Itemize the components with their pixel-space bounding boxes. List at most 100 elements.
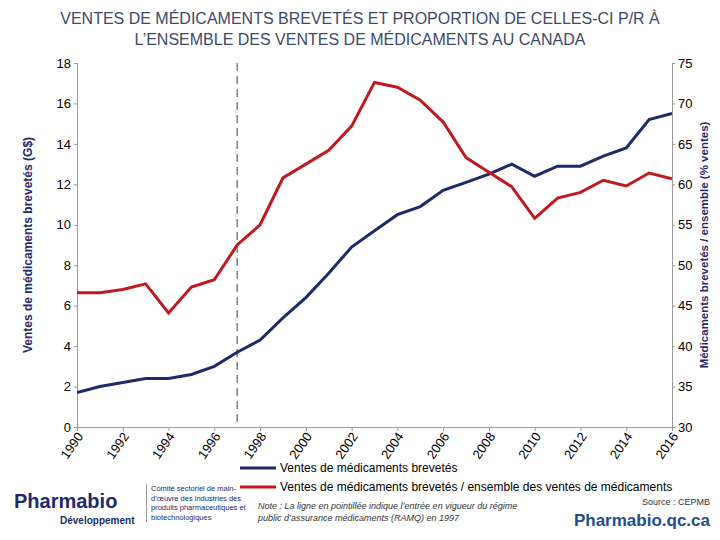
tick-mark xyxy=(443,427,444,431)
tick-mark xyxy=(672,427,675,428)
series-line xyxy=(77,114,672,393)
tick-label: 14 xyxy=(57,137,71,152)
source: Source : CEPMB xyxy=(642,497,710,507)
tick-label: 1996 xyxy=(195,429,224,461)
tick-label: 2004 xyxy=(378,429,407,461)
tick-label: 60 xyxy=(678,177,692,192)
tick-label: 30 xyxy=(678,420,692,435)
tick-mark xyxy=(169,427,170,431)
y-axis: 024681012141618 xyxy=(57,56,78,435)
tick: 30 xyxy=(672,420,692,435)
tick-mark xyxy=(74,346,77,347)
tick: 14 xyxy=(57,137,77,152)
tick-mark xyxy=(672,387,675,388)
tick-label: 1998 xyxy=(241,429,270,461)
tick: 2012 xyxy=(561,427,590,462)
tick: 2006 xyxy=(424,427,453,462)
tick: 1996 xyxy=(195,427,224,462)
tick-label: 2002 xyxy=(332,429,361,461)
tick: 16 xyxy=(57,96,77,111)
tick-mark xyxy=(306,427,307,431)
plot-area xyxy=(77,63,672,427)
tick: 1994 xyxy=(149,427,178,462)
tick-label: 35 xyxy=(678,379,692,394)
tick-mark xyxy=(489,427,490,431)
tick: 1992 xyxy=(103,427,132,462)
tick: 2004 xyxy=(378,427,407,462)
tick: 1990 xyxy=(57,427,86,462)
tick-mark xyxy=(74,387,77,388)
tick-mark xyxy=(74,63,77,64)
tick-label: 4 xyxy=(64,339,71,354)
tick-label: 2 xyxy=(64,379,71,394)
tick: 2 xyxy=(64,379,77,394)
tick-label: 8 xyxy=(64,258,71,273)
tick: 2000 xyxy=(286,427,315,462)
tick-mark xyxy=(672,144,675,145)
tick-mark xyxy=(672,184,675,185)
tick: 8 xyxy=(64,258,77,273)
tick-label: 2000 xyxy=(286,429,315,461)
tick-label: 12 xyxy=(57,177,71,192)
axis-line xyxy=(74,64,78,428)
tick: 1998 xyxy=(241,427,270,462)
legend-item: Ventes de médicaments brevetés / ensembl… xyxy=(240,480,672,494)
tick: 0 xyxy=(64,420,77,435)
brand-logo: Pharmabio xyxy=(14,490,117,512)
legend: Ventes de médicaments brevetés Ventes de … xyxy=(240,461,672,494)
y2-axis: 30 35 40 45 50 55 60 65 70 75 xyxy=(672,56,692,435)
tick-label: 65 xyxy=(678,137,692,152)
tick: 2010 xyxy=(515,427,544,462)
tick: 2014 xyxy=(607,427,636,462)
tick: 60 xyxy=(672,177,692,192)
tick: 2016 xyxy=(652,427,681,462)
tick-label: 2006 xyxy=(424,429,453,461)
tick-mark xyxy=(672,306,675,307)
tick-mark xyxy=(672,225,675,226)
tick-mark xyxy=(535,427,536,431)
chart: 1990199219941996199820002002200420062008… xyxy=(0,0,720,540)
tick: 35 xyxy=(672,379,692,394)
tick-label: 0 xyxy=(64,420,71,435)
tick: 75 xyxy=(672,56,692,71)
tick-mark xyxy=(214,427,215,431)
tick-mark xyxy=(74,225,77,226)
tick-mark xyxy=(397,427,398,431)
tick-label: 75 xyxy=(678,56,692,71)
tick-mark xyxy=(74,427,77,428)
tick-label: 1990 xyxy=(57,429,86,461)
series-line xyxy=(77,82,672,313)
tick-label: 2014 xyxy=(607,429,636,461)
tick-mark xyxy=(672,63,675,64)
tick: 70 xyxy=(672,96,692,111)
tick-mark xyxy=(672,103,675,104)
tick-mark xyxy=(672,346,675,347)
tick-label: 18 xyxy=(57,56,71,71)
tick-label: 40 xyxy=(678,339,692,354)
tick-mark xyxy=(123,427,124,431)
tick: 50 xyxy=(672,258,692,273)
tick-label: 10 xyxy=(57,217,71,232)
x-axis: 1990199219941996199820002002200420062008… xyxy=(57,427,681,462)
legend-swatch xyxy=(240,467,276,470)
legend-item: Ventes de médicaments brevetés xyxy=(240,461,457,475)
tick-label: 50 xyxy=(678,258,692,273)
tick-mark xyxy=(626,427,627,431)
tick-label: 70 xyxy=(678,96,692,111)
tick-label: 16 xyxy=(57,96,71,111)
tick-label: 2010 xyxy=(515,429,544,461)
tick-label: 45 xyxy=(678,298,692,313)
tick-label: 55 xyxy=(678,217,692,232)
tick: 12 xyxy=(57,177,77,192)
brand-subtitle: Développement xyxy=(60,515,135,526)
tick-label: 1994 xyxy=(149,429,178,461)
legend-label: Ventes de médicaments brevetés xyxy=(280,461,457,475)
tick-mark xyxy=(74,306,77,307)
tick-label: 2012 xyxy=(561,429,590,461)
tick-mark xyxy=(74,103,77,104)
legend-label: Ventes de médicaments brevetés / ensembl… xyxy=(280,480,672,494)
committee-text: Comité sectoriel de main-d’œuvre des ind… xyxy=(146,484,256,522)
tick: 4 xyxy=(64,339,77,354)
legend-swatch xyxy=(240,486,276,489)
tick-label: 2016 xyxy=(652,429,681,461)
